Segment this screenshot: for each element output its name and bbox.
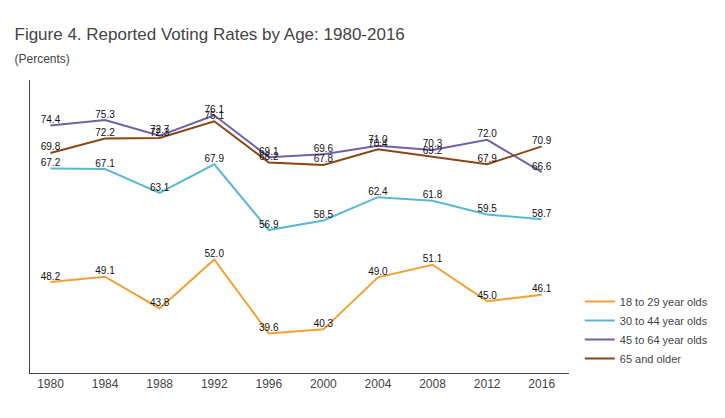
svg-text:66.6: 66.6 — [532, 161, 552, 172]
svg-text:2016: 2016 — [528, 377, 555, 391]
svg-text:2012: 2012 — [474, 377, 501, 391]
svg-text:58.7: 58.7 — [532, 208, 552, 219]
svg-text:65 and older: 65 and older — [620, 353, 681, 365]
svg-text:2008: 2008 — [419, 377, 446, 391]
svg-text:1988: 1988 — [146, 377, 173, 391]
svg-text:72.0: 72.0 — [477, 128, 497, 139]
svg-text:74.4: 74.4 — [41, 114, 61, 125]
svg-text:2004: 2004 — [365, 377, 392, 391]
svg-text:70.3: 70.3 — [423, 138, 443, 149]
svg-text:61.8: 61.8 — [423, 189, 443, 200]
svg-text:1984: 1984 — [92, 377, 119, 391]
svg-text:72.3: 72.3 — [150, 127, 170, 138]
svg-text:70.4: 70.4 — [368, 138, 388, 149]
svg-text:69.1: 69.1 — [259, 146, 279, 157]
svg-text:45.0: 45.0 — [477, 290, 497, 301]
svg-text:48.2: 48.2 — [41, 271, 61, 282]
svg-text:69.2: 69.2 — [423, 145, 443, 156]
svg-text:67.9: 67.9 — [204, 153, 224, 164]
svg-text:67.2: 67.2 — [41, 157, 61, 168]
svg-text:1980: 1980 — [37, 377, 64, 391]
svg-text:69.6: 69.6 — [314, 143, 334, 154]
svg-text:39.6: 39.6 — [259, 322, 279, 333]
svg-text:45 to 64 year olds: 45 to 64 year olds — [620, 334, 708, 346]
svg-text:59.5: 59.5 — [477, 203, 497, 214]
svg-text:72.2: 72.2 — [95, 127, 115, 138]
svg-text:67.8: 67.8 — [314, 153, 334, 164]
svg-text:Figure 4. Reported Voting Rate: Figure 4. Reported Voting Rates by Age: … — [15, 25, 405, 44]
svg-text:18 to 29 year olds: 18 to 29 year olds — [620, 296, 708, 308]
svg-text:40.3: 40.3 — [314, 318, 334, 329]
svg-text:75.1: 75.1 — [204, 110, 224, 121]
svg-text:75.3: 75.3 — [95, 109, 115, 120]
svg-text:72.7: 72.7 — [150, 124, 170, 135]
svg-text:62.4: 62.4 — [368, 186, 388, 197]
svg-text:43.8: 43.8 — [150, 297, 170, 308]
svg-text:(Percents): (Percents) — [15, 52, 70, 66]
svg-text:58.5: 58.5 — [314, 209, 334, 220]
svg-text:76.1: 76.1 — [204, 104, 224, 115]
svg-text:49.0: 49.0 — [368, 266, 388, 277]
svg-text:1996: 1996 — [255, 377, 282, 391]
svg-text:2000: 2000 — [310, 377, 337, 391]
svg-text:68.2: 68.2 — [259, 151, 279, 162]
svg-text:56.9: 56.9 — [259, 219, 279, 230]
svg-text:70.9: 70.9 — [532, 135, 552, 146]
svg-text:46.1: 46.1 — [532, 283, 552, 294]
svg-text:51.1: 51.1 — [423, 253, 443, 264]
svg-text:67.1: 67.1 — [95, 158, 115, 169]
svg-text:49.1: 49.1 — [95, 265, 115, 276]
svg-text:30 to 44 year olds: 30 to 44 year olds — [620, 315, 708, 327]
svg-text:69.8: 69.8 — [41, 141, 61, 152]
svg-text:1992: 1992 — [201, 377, 228, 391]
svg-text:67.9: 67.9 — [477, 153, 497, 164]
svg-text:63.1: 63.1 — [150, 182, 170, 193]
svg-text:52.0: 52.0 — [204, 248, 224, 259]
svg-text:71.0: 71.0 — [368, 134, 388, 145]
